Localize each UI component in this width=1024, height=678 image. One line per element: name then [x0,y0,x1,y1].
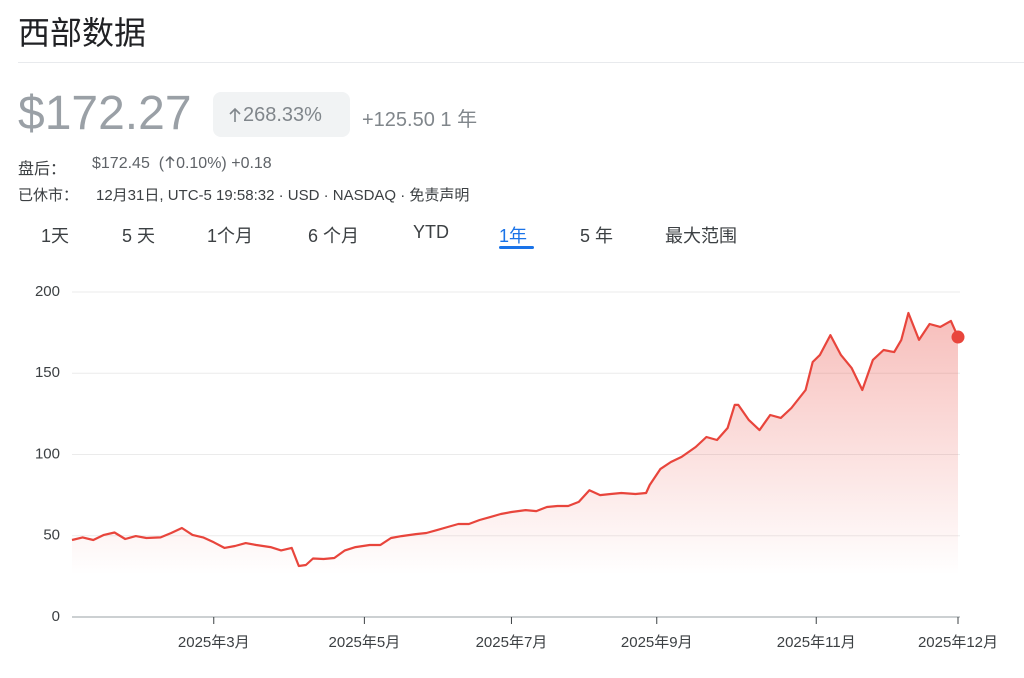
up-arrow [165,156,175,168]
status-details: 12月31日, UTC-5 19:58:32 · USD · NASDAQ · … [96,187,470,204]
status-label: 已休市： [18,187,79,204]
last-point [951,330,965,344]
period: 1 年 [440,109,478,131]
area [72,313,958,575]
tab[interactable]: 1天 [41,226,70,246]
after-hours-open: ( [158,155,165,172]
y-tick-label: 150 [35,364,60,381]
change-badge [213,92,350,137]
after-hours-abs: +0.18 [231,155,272,172]
abs-change: +125.50 1 年 [362,103,477,132]
price: $172.27 [18,87,192,140]
tab[interactable]: YTD [413,222,449,242]
after-hours: $172.45 (0.10%) +0.18 [92,155,272,173]
after-hours-price: $172.45 [92,155,150,172]
x-tick-label: 2025年9月 [621,634,693,651]
up-arrow [229,107,241,122]
tab[interactable]: 最大范围 [665,226,737,246]
tab[interactable]: 1个月 [207,226,254,246]
separator [18,62,1024,63]
x-tick-label: 2025年12月 [918,634,998,651]
tab[interactable]: 5 年 [580,226,614,246]
change-abs: +125.50 [362,109,435,131]
change-pct: 268.33% [243,104,322,126]
x-tick-label: 2025年3月 [178,634,250,651]
after-hours-pct: 0.10%) [176,155,227,172]
tab-underline [499,246,534,249]
y-tick-label: 100 [35,445,60,462]
stock-title: 西部数据 [18,15,147,51]
tab[interactable]: 5 天 [122,226,156,246]
x-tick-label: 2025年11月 [777,634,856,651]
after-hours-label: 盘后： [18,161,67,178]
tab-active[interactable]: 1年 [499,226,528,246]
y-tick-label: 200 [35,283,60,300]
x-tick-label: 2025年5月 [329,634,401,651]
tab[interactable]: 6 个月 [308,226,360,246]
y-tick-label: 50 [43,527,60,544]
price-line [71,311,960,568]
x-tick-label: 2025年7月 [476,634,548,651]
y-tick-label: 0 [52,608,60,625]
change-badge-content: 268.33% [227,104,322,127]
